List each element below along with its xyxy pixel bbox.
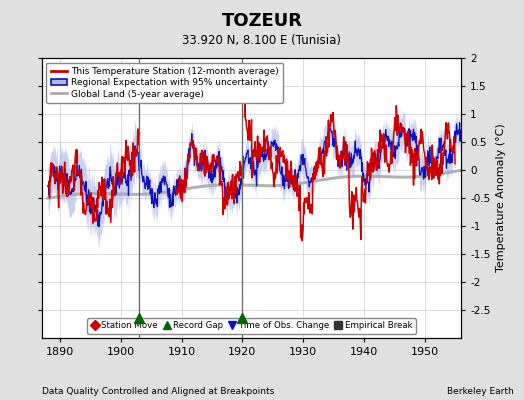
Text: 33.920 N, 8.100 E (Tunisia): 33.920 N, 8.100 E (Tunisia) (182, 34, 342, 47)
Text: Berkeley Earth: Berkeley Earth (447, 387, 514, 396)
Text: Data Quality Controlled and Aligned at Breakpoints: Data Quality Controlled and Aligned at B… (42, 387, 274, 396)
Legend: Station Move, Record Gap, Time of Obs. Change, Empirical Break: Station Move, Record Gap, Time of Obs. C… (88, 318, 416, 334)
Text: TOZEUR: TOZEUR (222, 12, 302, 30)
Y-axis label: Temperature Anomaly (°C): Temperature Anomaly (°C) (496, 124, 506, 272)
